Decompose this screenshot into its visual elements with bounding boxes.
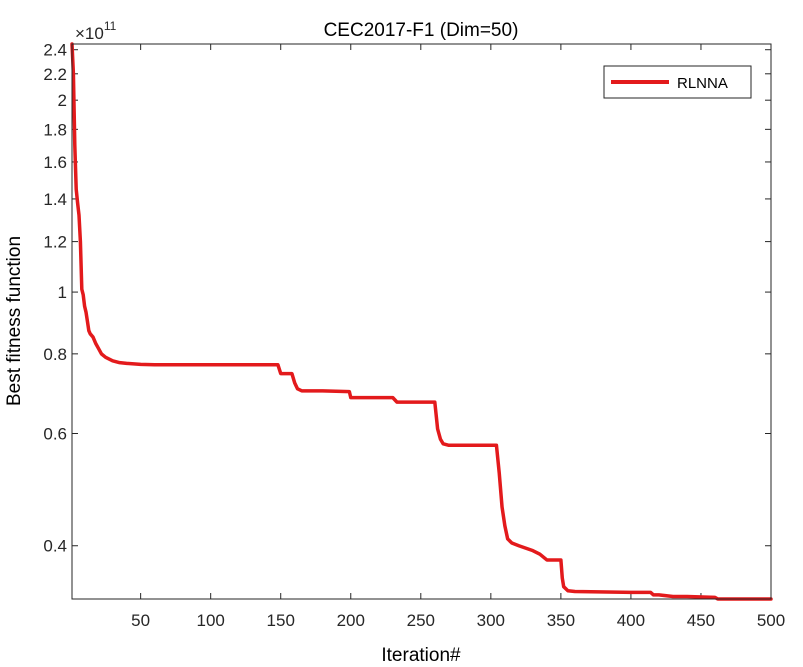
y-tick-label: 2.2 xyxy=(43,65,67,84)
y-tick-label: 1.8 xyxy=(43,120,67,139)
y-tick-label: 1.4 xyxy=(43,190,67,209)
y-tick-label: 0.8 xyxy=(43,345,67,364)
plot-frame xyxy=(71,43,772,600)
y-tick-label: 1.6 xyxy=(43,153,67,172)
x-tick-label: 250 xyxy=(407,611,435,630)
y-tick-label: 2 xyxy=(58,91,67,110)
x-tick-label: 100 xyxy=(196,611,224,630)
plot-area xyxy=(72,44,771,599)
x-tick-label: 400 xyxy=(617,611,645,630)
x-axis-label: Iteration# xyxy=(381,645,461,666)
y-multiplier: ×1011 xyxy=(75,19,117,43)
x-tick-label: 50 xyxy=(131,611,150,630)
x-tick-label: 300 xyxy=(477,611,505,630)
x-tick-label: 500 xyxy=(757,611,785,630)
y-axis-label: Best fitness function xyxy=(4,236,25,406)
legend: RLNNA xyxy=(603,65,752,99)
y-tick-label: 1.2 xyxy=(43,233,67,252)
y-axis-ticks: 0.4 0.6 0.8 1 1.2 1.4 1.6 1.8 2 2.2 2.4 xyxy=(43,41,771,556)
y-tick-label: 0.4 xyxy=(43,537,67,556)
chart-title: CEC2017-F1 (Dim=50) xyxy=(324,20,519,41)
y-tick-label: 0.6 xyxy=(43,424,67,443)
y-tick-label: 1 xyxy=(58,283,67,302)
x-axis-ticks: 50 100 150 200 250 300 350 400 450 500 xyxy=(131,44,785,630)
x-tick-label: 150 xyxy=(267,611,295,630)
series-group xyxy=(70,42,773,601)
y-multiplier-base: ×10 xyxy=(75,24,104,43)
y-multiplier-exponent: 11 xyxy=(104,19,117,33)
x-tick-label: 450 xyxy=(687,611,715,630)
legend-label-rlnna: RLNNA xyxy=(677,75,728,92)
series-line-rlnna xyxy=(70,42,773,601)
x-tick-label: 200 xyxy=(337,611,365,630)
x-tick-label: 350 xyxy=(547,611,575,630)
y-tick-label: 2.4 xyxy=(43,41,67,60)
